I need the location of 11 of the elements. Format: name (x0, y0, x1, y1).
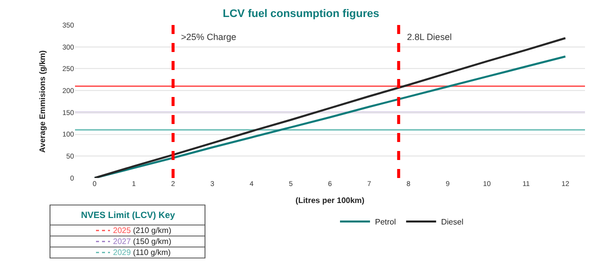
x-axis-title: (Litres per 100km) (296, 196, 365, 206)
legend-label: Diesel (441, 218, 464, 227)
legend-label: Petrol (375, 218, 396, 227)
ref-line-label: 2.8L Diesel (407, 32, 452, 42)
ref-line-label: >25% Charge (181, 32, 236, 42)
y-axis-title: Average Emmisions (g/km) (38, 50, 48, 153)
legend-label: 2029 (110 g/km) (113, 248, 171, 257)
legend-label: 2027 (150 g/km) (113, 237, 172, 246)
legend-label: 2025 (210 g/km) (113, 226, 172, 235)
chart-title: LCV fuel consumption figures (222, 8, 380, 20)
text: NVES Limit (LCV) Key (81, 210, 176, 220)
